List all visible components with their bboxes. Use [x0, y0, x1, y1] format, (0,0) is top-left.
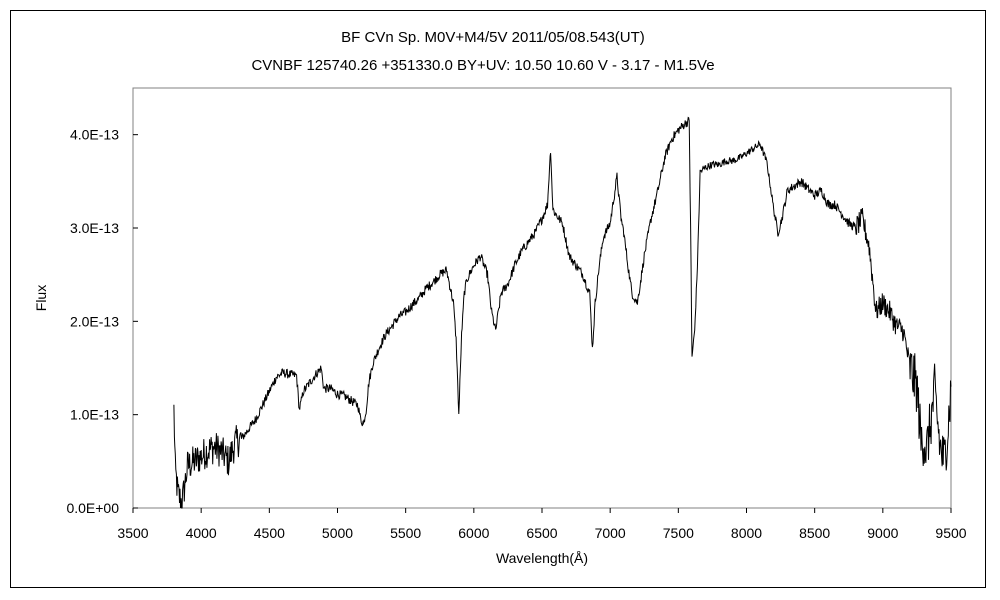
x-tick-label: 9000 — [867, 525, 898, 541]
series-line-flux — [173, 116, 952, 509]
y-axis-label: Flux — [33, 285, 49, 311]
x-tick-label: 5000 — [322, 525, 353, 541]
x-tick-label: 7000 — [595, 525, 626, 541]
chart-subtitle: CVNBF 125740.26 +351330.0 BY+UV: 10.50 1… — [251, 57, 714, 74]
x-tick-label: 4500 — [254, 525, 285, 541]
plot-area — [132, 87, 952, 509]
y-tick-label: 3.0E-13 — [70, 220, 119, 236]
y-tick-label: 4.0E-13 — [70, 127, 119, 143]
y-axis: 0.0E+00 1.0E-13 2.0E-13 3.0E-13 4.0E-13 — [66, 127, 138, 516]
chart-title: BF CVn Sp. M0V+M4/5V 2011/05/08.543(UT) — [341, 29, 645, 46]
x-tick-label: 8000 — [731, 525, 762, 541]
x-axis-label: Wavelength(Å) — [496, 550, 588, 566]
chart-frame — [10, 10, 986, 588]
y-tick-label: 1.0E-13 — [70, 407, 119, 423]
x-tick-label: 5500 — [390, 525, 421, 541]
x-tick-label: 4000 — [186, 525, 217, 541]
x-axis: 3500 4000 4500 5000 5500 6000 6500 7000 7500 8000… — [117, 508, 967, 541]
x-tick-label: 9500 — [935, 525, 966, 541]
y-tick-label: 0.0E+00 — [66, 500, 119, 516]
x-tick-label: 3500 — [117, 525, 148, 541]
y-tick-label: 2.0E-13 — [70, 313, 119, 329]
x-tick-label: 6500 — [526, 525, 557, 541]
x-tick-label: 8500 — [799, 525, 830, 541]
x-tick-label: 7500 — [663, 525, 694, 541]
x-tick-label: 6000 — [458, 525, 489, 541]
